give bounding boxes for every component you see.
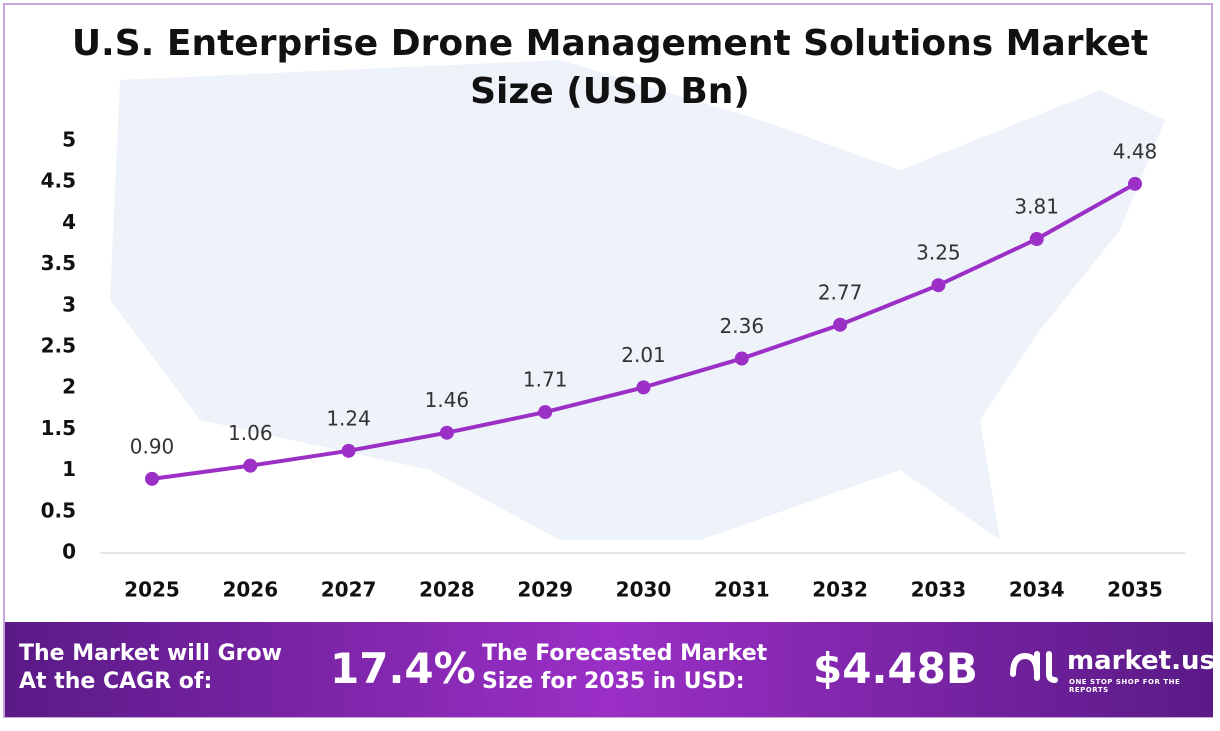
value-label: 1.24 — [326, 406, 371, 430]
frame — [3, 3, 1213, 718]
point — [145, 471, 159, 486]
point — [1029, 232, 1044, 247]
forecast-value: $4.48B — [813, 644, 978, 693]
y-tick-label: 5 — [62, 128, 76, 152]
value-label: 2.77 — [818, 280, 863, 304]
value-label: 1.06 — [228, 421, 273, 445]
x-tick-label: 2028 — [419, 578, 475, 602]
chart-title: U.S. Enterprise Drone Management Solutio… — [71, 23, 1149, 112]
y-tick-label: 4 — [62, 210, 76, 234]
brand: market.us — [1067, 646, 1215, 676]
y-tick-label: 0.5 — [41, 498, 76, 522]
x-tick-label: 2034 — [1009, 578, 1065, 602]
y-tick-label: 2 — [62, 375, 76, 399]
cagr-value: 17.4% — [330, 644, 476, 693]
map-background — [110, 60, 1165, 540]
tagline: ONE STOP SHOP FOR THE REPORTS — [1069, 678, 1181, 694]
point — [439, 425, 454, 440]
value-label: 3.25 — [916, 241, 961, 265]
y-tick-label: 2.5 — [41, 334, 76, 358]
forecast-text: The Forecasted Market Size for 2035 in U… — [482, 641, 768, 694]
x-tick-label: 2030 — [616, 578, 672, 602]
point — [636, 380, 651, 395]
footer: The Market will Grow At the CAGR of: 17.… — [5, 622, 1215, 717]
y-tick-label: 3.5 — [41, 251, 76, 275]
point — [1128, 176, 1142, 191]
point — [833, 317, 848, 332]
x-tick-label: 2035 — [1107, 578, 1163, 602]
value-label: 3.81 — [1014, 195, 1059, 219]
x-tick-label: 2032 — [812, 578, 868, 602]
y-tick-label: 3 — [62, 292, 76, 316]
y-tick-label: 4.5 — [41, 169, 76, 193]
point — [341, 443, 356, 458]
cagr-text: The Market will Grow At the CAGR of: — [19, 641, 282, 694]
y-tick-label: 1 — [62, 457, 76, 481]
x-tick-label: 2026 — [222, 578, 278, 602]
point — [734, 351, 749, 366]
value-label: 4.48 — [1113, 139, 1158, 163]
value-label: 1.71 — [523, 368, 568, 392]
point — [931, 278, 946, 293]
x-tick-label: 2029 — [517, 578, 573, 602]
point — [538, 405, 553, 420]
point — [243, 458, 258, 473]
x-tick-label: 2031 — [714, 578, 770, 602]
value-label: 0.90 — [130, 434, 175, 458]
x-tick-label: 2033 — [911, 578, 967, 602]
value-label: 2.36 — [720, 314, 765, 338]
x-tick-label: 2027 — [321, 578, 377, 602]
value-label: 1.46 — [425, 388, 470, 412]
logo-icon — [1010, 651, 1058, 683]
y-tick-label: 0 — [62, 540, 76, 564]
value-label: 2.01 — [621, 343, 666, 367]
y-tick-label: 1.5 — [41, 416, 76, 440]
x-tick-label: 2025 — [124, 578, 180, 602]
